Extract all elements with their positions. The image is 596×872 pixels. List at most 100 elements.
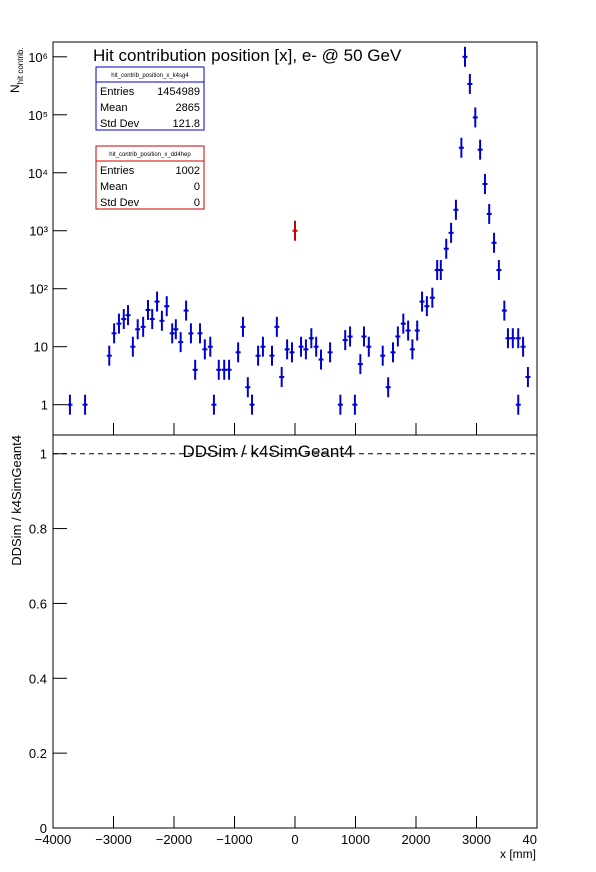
stat-label: Entries xyxy=(100,165,135,177)
data-point xyxy=(400,313,406,334)
y-tick-label: 10³ xyxy=(29,224,48,239)
data-point xyxy=(429,287,435,308)
y-label-sub: hit contrib. xyxy=(16,47,25,84)
data-point xyxy=(245,377,251,398)
data-point xyxy=(303,339,309,360)
data-point xyxy=(448,222,454,243)
data-point xyxy=(111,323,117,344)
data-point xyxy=(337,394,343,415)
data-point xyxy=(486,203,492,224)
data-point xyxy=(313,336,319,357)
data-point xyxy=(308,328,314,349)
data-point xyxy=(385,377,391,398)
y-tick-label: 0.8 xyxy=(29,522,47,537)
data-point xyxy=(477,139,483,160)
data-point xyxy=(520,336,526,357)
data-point xyxy=(106,345,112,366)
data-point xyxy=(164,296,170,317)
data-point xyxy=(135,319,141,340)
y-tick-label: 1 xyxy=(41,398,48,413)
ratio-title: DDSim / k4SimGeant4 xyxy=(183,442,354,461)
data-point xyxy=(149,309,155,330)
y-axis-label: DDSim / k4SimGeant4 xyxy=(9,435,24,566)
stat-box xyxy=(95,145,205,210)
x-tick-label: 2000 xyxy=(402,832,431,847)
data-point xyxy=(289,342,295,363)
data-point xyxy=(202,339,208,360)
data-point xyxy=(216,359,222,380)
data-point xyxy=(366,336,372,357)
data-point xyxy=(453,199,459,220)
data-point xyxy=(207,336,213,357)
data-point xyxy=(443,238,449,259)
bottom-frame xyxy=(52,434,538,829)
data-point xyxy=(240,316,246,337)
data-point xyxy=(130,336,136,357)
x-tick-label: −4000 xyxy=(35,832,72,847)
stat-value: 121.8 xyxy=(172,118,200,130)
data-point xyxy=(515,328,521,349)
data-point xyxy=(188,323,194,344)
data-point xyxy=(125,305,131,326)
y-tick-label: 0 xyxy=(40,821,47,836)
x-tick-label: 1000 xyxy=(341,832,370,847)
data-point xyxy=(501,300,507,321)
stat-value: 1454989 xyxy=(157,86,200,98)
x-tick-label: 4000 xyxy=(523,832,552,847)
data-point xyxy=(405,320,411,341)
stat-label: Mean xyxy=(100,181,128,193)
x-tick-label: −2000 xyxy=(156,832,193,847)
stat-value: 1002 xyxy=(176,165,200,177)
stat-label: Mean xyxy=(100,102,128,114)
y-tick-label: 10⁴ xyxy=(28,166,48,181)
data-point xyxy=(380,345,386,366)
data-point xyxy=(140,316,146,337)
data-point xyxy=(249,394,255,415)
data-point xyxy=(347,326,353,347)
data-point xyxy=(116,313,122,334)
data-point xyxy=(221,359,227,380)
data-point xyxy=(121,309,127,330)
data-point xyxy=(361,326,367,347)
data-point xyxy=(515,394,521,415)
data-point xyxy=(192,359,198,380)
x-tick-label: −3000 xyxy=(95,832,132,847)
y-tick-label: 10 xyxy=(34,340,48,355)
data-point xyxy=(154,291,160,312)
x-axis-label: x [mm] xyxy=(500,847,536,861)
x-tick-label: 3000 xyxy=(462,832,491,847)
data-point xyxy=(173,319,179,340)
data-point xyxy=(458,137,464,158)
y-tick-label: 10⁶ xyxy=(28,50,48,65)
data-point xyxy=(211,394,217,415)
stat-value: 0 xyxy=(194,181,200,193)
data-point xyxy=(505,328,511,349)
x-tick-label: 0 xyxy=(291,832,298,847)
data-point xyxy=(491,232,497,253)
y-axis-label: Nhit contrib. xyxy=(8,47,25,93)
y-tick-label: 0.6 xyxy=(29,596,47,611)
data-point xyxy=(496,260,502,281)
data-point xyxy=(462,46,468,67)
data-point xyxy=(409,339,415,360)
data-point xyxy=(197,323,203,344)
stat-label: Std Dev xyxy=(100,118,140,130)
stat-value: 2865 xyxy=(176,102,200,114)
data-point xyxy=(482,173,488,194)
data-point xyxy=(82,394,88,415)
data-point xyxy=(357,354,363,375)
y-tick-label: 10⁵ xyxy=(28,108,48,123)
data-point xyxy=(342,330,348,351)
data-point xyxy=(292,220,298,241)
data-point xyxy=(318,349,324,370)
stat-box-title: hit_contrib_position_x_k4sg4 xyxy=(111,73,189,79)
data-point xyxy=(414,320,420,341)
data-point xyxy=(178,332,184,353)
data-point xyxy=(395,326,401,347)
stat-label: Std Dev xyxy=(100,197,140,209)
y-tick-label: 0.4 xyxy=(29,671,47,686)
data-point xyxy=(352,394,358,415)
data-point xyxy=(298,336,304,357)
